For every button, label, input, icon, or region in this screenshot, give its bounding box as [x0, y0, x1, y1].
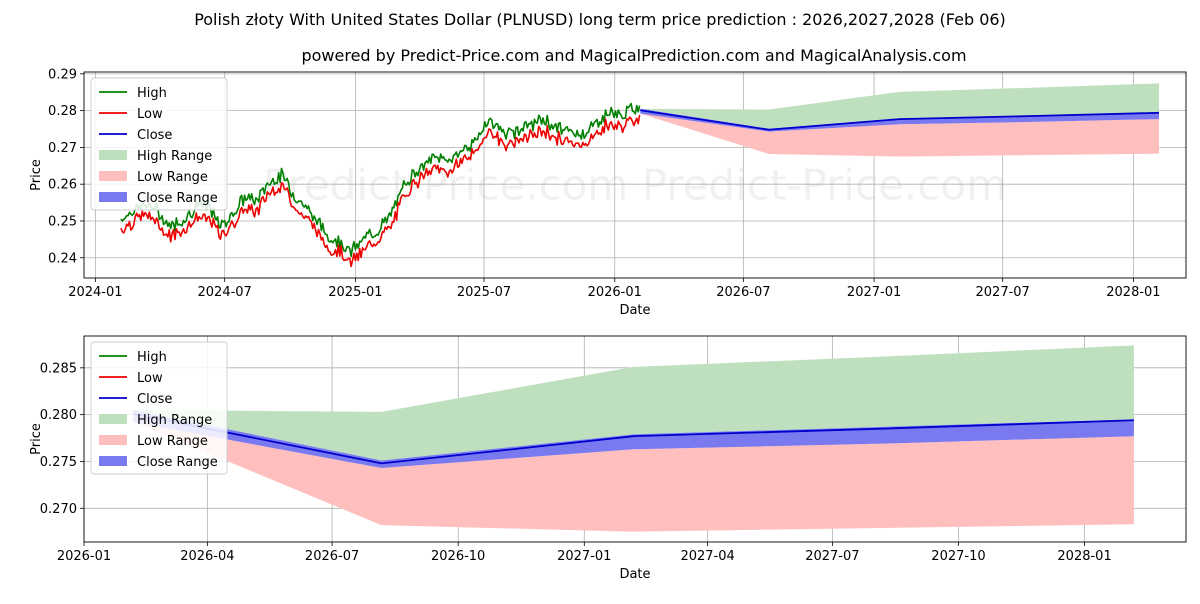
legend-low-range-swatch — [99, 171, 127, 181]
y-tick-label: 0.285 — [40, 361, 77, 376]
low-series-line — [120, 114, 641, 268]
y-tick-label: 0.25 — [48, 214, 77, 229]
y-axis-label: Price — [29, 423, 44, 455]
forecast-chart-panel: Predict-Price.com Predict-Price.com2026-… — [29, 335, 1187, 582]
high-range-band — [133, 345, 1134, 461]
x-tick-label: 2026-04 — [180, 549, 234, 564]
x-tick-label: 2027-10 — [931, 549, 985, 564]
chart-title: Polish złoty With United States Dollar (… — [194, 10, 1006, 29]
plot-area — [133, 345, 1134, 532]
legend-close-range-swatch — [99, 192, 127, 202]
x-tick-label: 2027-07 — [976, 285, 1030, 300]
x-tick-label: 2026-10 — [431, 549, 485, 564]
x-tick-label: 2025-01 — [328, 285, 382, 300]
x-tick-label: 2026-01 — [588, 285, 642, 300]
close-range-band — [133, 409, 1134, 469]
legend-high-label: High — [137, 86, 167, 101]
close-forecast-line — [133, 412, 1134, 465]
legend-close-range-swatch — [99, 456, 127, 466]
legend-high-range-swatch — [99, 150, 127, 160]
legend: High Low Close High Range Low Range Close Ran… — [90, 341, 228, 475]
x-tick-label: 2024-01 — [68, 285, 122, 300]
watermark-text: Predict-Price.com Predict-Price.com — [263, 161, 1007, 210]
x-tick-label: 2027-01 — [557, 549, 611, 564]
legend-close-label: Close — [137, 128, 172, 143]
legend-high-range-label: High Range — [137, 149, 212, 164]
legend-low-range-label: Low Range — [137, 434, 208, 449]
close-range-band — [640, 108, 1159, 132]
y-tick-label: 0.26 — [48, 178, 77, 193]
legend-high-range-label: High Range — [137, 413, 212, 428]
low-range-band — [133, 422, 1134, 532]
x-tick-label: 2027-07 — [805, 549, 859, 564]
legend-low-label: Low — [137, 107, 163, 122]
x-axis-label: Date — [619, 567, 650, 582]
x-axis-label: Date — [619, 303, 650, 318]
x-tick-label: 2028-01 — [1106, 285, 1160, 300]
legend-high-range-swatch — [99, 414, 127, 424]
close-forecast-line — [640, 109, 1160, 131]
y-tick-label: 0.28 — [48, 104, 77, 119]
x-tick-label: 2025-07 — [457, 285, 511, 300]
plot-frame — [83, 71, 1187, 279]
x-tick-label: 2027-04 — [680, 549, 734, 564]
main-chart-panel: Predict-Price.com Predict-Price.com 2024-… — [29, 67, 1187, 318]
legend-close-range-label: Close Range — [137, 455, 218, 470]
low-range-band — [640, 113, 1159, 157]
legend-close-range-label: Close Range — [137, 191, 218, 206]
legend-high-label: High — [137, 350, 167, 365]
high-range-band — [640, 83, 1159, 129]
plot-frame — [83, 335, 1187, 543]
x-tick-label: 2028-01 — [1057, 549, 1111, 564]
plot-area — [120, 83, 1160, 268]
y-tick-label: 0.275 — [40, 455, 77, 470]
legend: High Low Close High Range Low Range Close Ran… — [90, 77, 228, 211]
x-tick-label: 2026-01 — [57, 549, 111, 564]
y-tick-label: 0.280 — [40, 408, 77, 423]
x-tick-label: 2026-07 — [716, 285, 770, 300]
y-tick-label: 0.270 — [40, 502, 77, 517]
y-tick-label: 0.24 — [48, 251, 77, 266]
legend-low-range-swatch — [99, 435, 127, 445]
x-tick-label: 2024-07 — [198, 285, 252, 300]
y-tick-label: 0.29 — [48, 67, 77, 82]
y-tick-label: 0.27 — [48, 141, 77, 156]
y-axis-label: Price — [29, 159, 44, 191]
chart-subtitle: powered by Predict-Price.com and Magical… — [301, 46, 966, 65]
x-tick-label: 2027-01 — [847, 285, 901, 300]
legend-close-label: Close — [137, 392, 172, 407]
legend-low-range-label: Low Range — [137, 170, 208, 185]
x-tick-label: 2026-07 — [305, 549, 359, 564]
legend-low-label: Low — [137, 371, 163, 386]
